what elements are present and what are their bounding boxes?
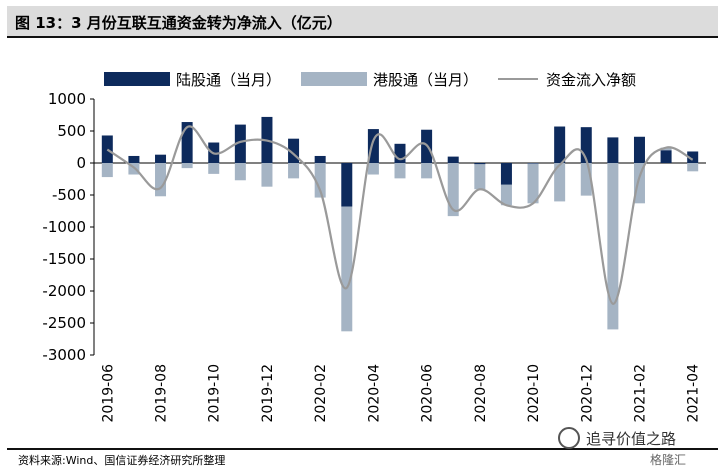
legend-line-net <box>498 78 539 80</box>
bar-southbound <box>155 163 167 197</box>
x-tick-label: 2020-12 <box>579 364 595 423</box>
bar-southbound <box>580 163 592 196</box>
bar-southbound <box>687 163 699 172</box>
legend-label-net: 资金流入净额 <box>546 70 637 89</box>
bar-southbound <box>314 163 326 198</box>
bar-northbound <box>687 151 699 163</box>
bar-southbound <box>500 184 512 206</box>
x-tick-label: 2020-02 <box>313 364 329 423</box>
bar-northbound <box>181 122 193 163</box>
bar-southbound <box>394 163 406 179</box>
bar-northbound <box>234 124 246 163</box>
bar-southbound <box>208 163 220 174</box>
y-tick-label: -3000 <box>42 346 86 364</box>
legend-swatch-southbound <box>301 72 368 86</box>
bar-southbound <box>554 163 566 202</box>
x-tick-label: 2020-04 <box>366 364 382 423</box>
bar-southbound <box>261 163 273 187</box>
bar-southbound <box>660 147 672 151</box>
bar-southbound <box>367 163 379 175</box>
bar-northbound <box>128 155 140 163</box>
bar-southbound <box>341 206 353 332</box>
bar-northbound <box>474 163 486 165</box>
bar-northbound <box>633 136 645 163</box>
bar-northbound <box>155 154 167 163</box>
bar-southbound <box>447 163 459 217</box>
watermark: 追寻价值之路 <box>558 427 676 449</box>
bar-southbound <box>607 163 619 330</box>
x-tick-label: 2019-08 <box>154 364 170 423</box>
bar-southbound <box>527 163 539 204</box>
bar-northbound <box>288 138 300 163</box>
bar-northbound <box>367 129 379 163</box>
bar-southbound <box>633 163 645 204</box>
chart-title: 图 13：3 月份互联互通资金转为净流入（亿元） <box>15 14 342 32</box>
bar-southbound <box>288 163 300 179</box>
x-tick-label: 2020-10 <box>526 364 542 423</box>
title-bar: 图 13：3 月份互联互通资金转为净流入（亿元） <box>7 6 718 38</box>
y-tick-label: -500 <box>52 186 86 204</box>
y-tick-label: -1500 <box>42 250 86 268</box>
wechat-icon <box>558 427 580 449</box>
legend-item-northbound: 陆股通（当月） <box>104 69 281 90</box>
y-tick-label: 500 <box>57 122 86 140</box>
bar-northbound <box>500 163 512 185</box>
bar-northbound <box>660 150 672 163</box>
bar-northbound <box>341 163 353 207</box>
legend-swatch-northbound <box>104 72 170 86</box>
y-tick-label: 0 <box>76 154 86 172</box>
legend-label-northbound: 陆股通（当月） <box>176 70 282 89</box>
bar-southbound <box>421 163 433 179</box>
x-tick-label: 2019-12 <box>260 364 276 423</box>
bar-northbound <box>580 127 592 163</box>
bar-southbound <box>234 163 246 181</box>
x-tick-label: 2020-08 <box>473 364 489 423</box>
y-tick-label: -1000 <box>42 218 86 236</box>
x-tick-label: 2020-06 <box>420 364 436 423</box>
legend-item-southbound: 港股通（当月） <box>301 69 478 90</box>
bar-southbound <box>101 163 113 178</box>
bar-northbound <box>527 163 539 164</box>
footer-divider <box>7 448 718 450</box>
bar-southbound <box>474 164 486 190</box>
bar-northbound <box>314 155 326 163</box>
watermark-text: 追寻价值之路 <box>586 429 677 448</box>
bar-northbound <box>101 135 113 163</box>
y-tick-label: -2500 <box>42 314 86 332</box>
source-note: 资料来源:Wind、国信证券经济研究所整理 <box>18 454 226 467</box>
y-tick-label: 1000 <box>48 90 86 108</box>
x-tick-label: 2021-04 <box>686 364 702 423</box>
bar-northbound <box>607 137 619 163</box>
watermark-sub: 格隆汇 <box>650 453 687 467</box>
legend-item-net: 资金流入净额 <box>498 69 636 90</box>
bar-southbound <box>181 163 193 169</box>
bar-northbound <box>554 126 566 163</box>
x-tick-label: 2019-06 <box>100 364 116 423</box>
bar-northbound <box>447 156 459 163</box>
legend: 陆股通（当月） 港股通（当月） 资金流入净额 <box>104 67 656 91</box>
bar-northbound <box>394 143 406 163</box>
net-flow-line <box>106 125 694 305</box>
x-tick-label: 2019-10 <box>207 364 223 423</box>
y-tick-label: -2000 <box>42 282 86 300</box>
x-tick-label: 2021-02 <box>632 364 648 423</box>
legend-label-southbound: 港股通（当月） <box>373 70 479 89</box>
